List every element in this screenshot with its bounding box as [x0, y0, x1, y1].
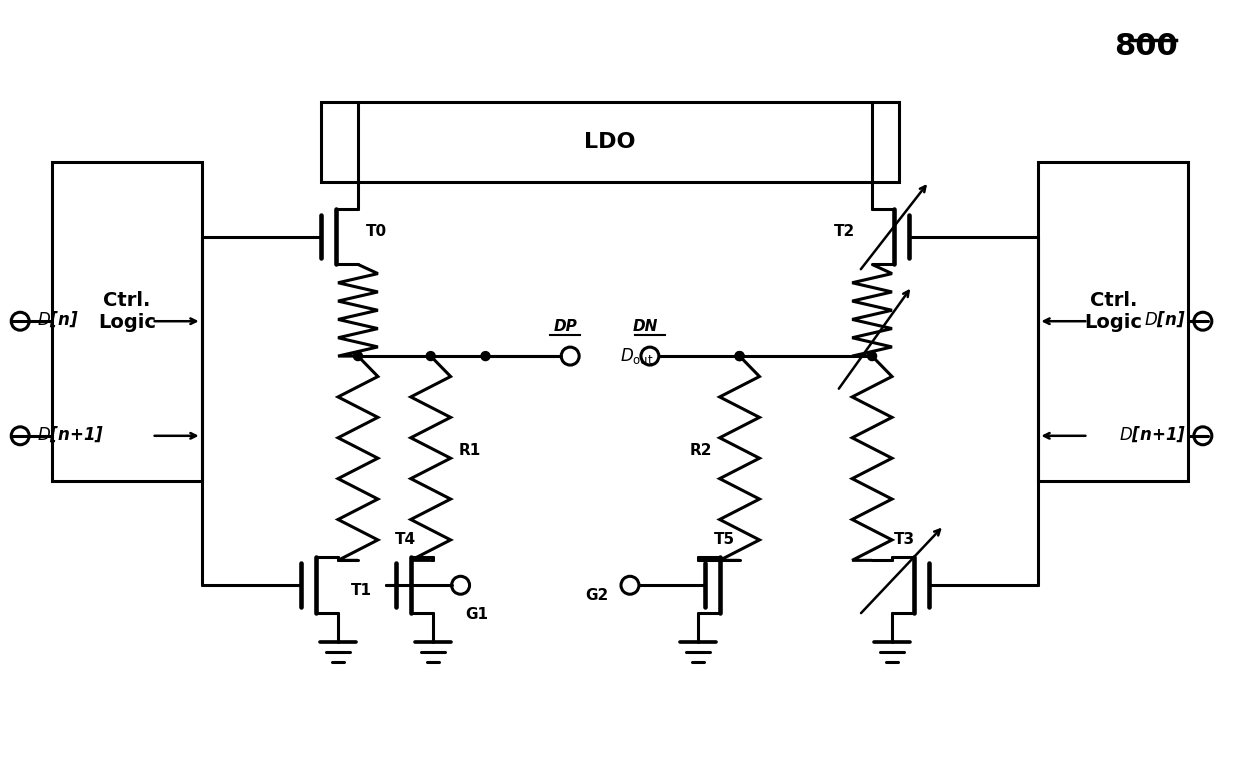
Text: DP: DP — [553, 319, 577, 334]
Text: $D_{\mathrm{out}}$: $D_{\mathrm{out}}$ — [620, 346, 653, 366]
Text: $D$[n+1]: $D$[n+1] — [37, 424, 104, 444]
Text: G1: G1 — [465, 607, 489, 622]
Circle shape — [427, 352, 435, 361]
Circle shape — [353, 352, 362, 361]
Circle shape — [735, 352, 744, 361]
Circle shape — [868, 352, 877, 361]
Bar — [1038, 162, 1188, 481]
Text: T0: T0 — [366, 224, 387, 239]
Text: R2: R2 — [689, 443, 712, 458]
Text: LDO: LDO — [584, 132, 636, 152]
Text: $D$[n+1]: $D$[n+1] — [1118, 424, 1185, 444]
Text: $D$[n]: $D$[n] — [1145, 310, 1185, 329]
Text: T2: T2 — [835, 224, 856, 239]
Circle shape — [735, 352, 744, 361]
Text: DN: DN — [632, 319, 657, 334]
Text: T5: T5 — [714, 533, 735, 547]
Circle shape — [481, 352, 490, 361]
Text: $D$[n]: $D$[n] — [37, 310, 79, 329]
Bar — [52, 162, 202, 481]
Text: Ctrl.
Logic: Ctrl. Logic — [1084, 291, 1142, 332]
Text: T3: T3 — [893, 533, 915, 547]
Text: Ctrl.
Logic: Ctrl. Logic — [98, 291, 156, 332]
Bar — [321, 102, 899, 182]
Text: T1: T1 — [351, 583, 372, 597]
Text: T4: T4 — [396, 533, 417, 547]
Text: R1: R1 — [459, 443, 481, 458]
Text: 800: 800 — [1115, 32, 1178, 62]
Text: G2: G2 — [585, 587, 609, 603]
